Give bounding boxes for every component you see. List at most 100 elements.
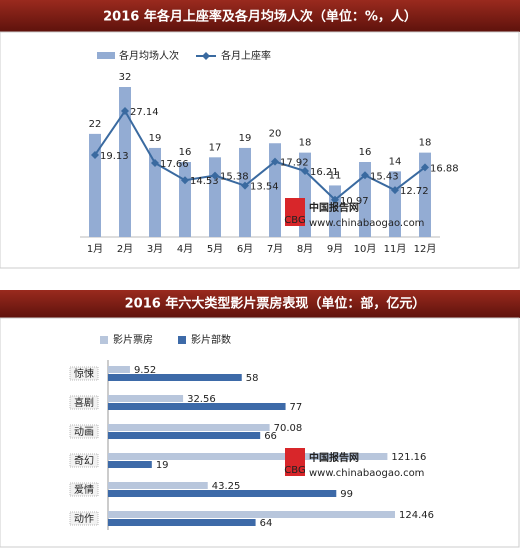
data-label: 66 (264, 431, 277, 442)
logo-box (285, 198, 305, 226)
category-box (69, 511, 99, 526)
marker (91, 150, 99, 159)
bar (89, 133, 101, 237)
category-box (69, 453, 99, 468)
bar (108, 424, 270, 431)
data-label: 16 (359, 147, 372, 158)
data-label: 17 (209, 142, 222, 153)
marker (421, 163, 429, 172)
data-label: 43.25 (212, 481, 241, 492)
data-label: 15.38 (220, 172, 249, 183)
bar (108, 511, 395, 518)
watermark-url: www.chinabaogao.com (309, 218, 424, 229)
data-label: 19.13 (100, 151, 129, 162)
data-label: 19 (156, 460, 169, 471)
logo-text: CBG (284, 465, 305, 476)
bar (239, 147, 251, 237)
data-label: 32.56 (187, 394, 216, 405)
banner (0, 290, 520, 318)
marker (241, 181, 249, 190)
frame (0, 31, 520, 269)
logo-text: CBG (284, 215, 305, 226)
data-label: 13.54 (250, 182, 279, 193)
data-label: 64 (260, 518, 273, 529)
x-tick-label: 1月 (87, 243, 103, 255)
bar (108, 366, 130, 373)
legend-label: 各月均场人次 (119, 49, 179, 62)
bar (179, 162, 191, 237)
data-label: 19 (239, 133, 252, 144)
bar (108, 374, 242, 381)
data-label: 20 (269, 128, 282, 139)
data-label: 121.16 (391, 452, 426, 463)
data-label: 12.72 (400, 186, 429, 197)
bar (108, 482, 208, 489)
data-label: 14 (389, 156, 402, 167)
marker (391, 186, 399, 195)
x-tick-label: 6月 (237, 243, 253, 255)
data-label: 11 (329, 170, 342, 181)
x-tick-label: 7月 (267, 243, 283, 255)
watermark-url: www.chinabaogao.com (309, 468, 424, 479)
data-label: 70.08 (274, 423, 303, 434)
category-box (69, 424, 99, 439)
chart-title: 2016 年六大类型影片票房表现（单位：部，亿元） (125, 296, 426, 312)
category-box (69, 395, 99, 410)
y-tick-label: 动作 (74, 513, 94, 525)
x-tick-label: 11月 (384, 243, 407, 255)
y-tick-label: 爱情 (74, 483, 94, 496)
marker (181, 176, 189, 185)
legend-swatch (100, 336, 108, 344)
x-tick-label: 12月 (414, 243, 437, 255)
y-tick-label: 惊悚 (74, 367, 94, 380)
legend-label: 影片票房 (113, 333, 153, 346)
data-label: 17.66 (160, 159, 189, 170)
marker (301, 167, 309, 176)
x-tick-label: 3月 (147, 243, 163, 255)
bar (269, 143, 281, 237)
legend-label: 影片部数 (191, 333, 231, 346)
y-tick-label: 动画 (74, 426, 94, 438)
data-label: 99 (340, 489, 353, 500)
data-label: 14.53 (190, 176, 219, 187)
bar (209, 157, 221, 237)
legend-swatch (178, 336, 186, 344)
bar (108, 403, 286, 410)
bar (119, 87, 131, 237)
category-box (69, 482, 99, 497)
bar (108, 453, 388, 460)
watermark-title: 中国报告网 (309, 451, 359, 464)
marker (151, 159, 159, 168)
marker (121, 107, 129, 115)
data-label: 10.97 (340, 196, 369, 207)
data-label: 16.88 (430, 163, 459, 174)
marker (271, 157, 279, 166)
data-label: 124.46 (399, 510, 434, 521)
banner (0, 0, 520, 32)
data-label: 17.92 (280, 158, 309, 169)
bar (419, 152, 431, 237)
category-box (69, 366, 99, 381)
data-label: 18 (299, 138, 312, 149)
data-label: 58 (246, 373, 259, 384)
x-tick-label: 5月 (207, 243, 223, 255)
data-label: 32 (119, 72, 132, 83)
bar (108, 519, 256, 526)
data-label: 9.52 (134, 365, 156, 376)
bar (108, 490, 337, 497)
legend-label: 各月上座率 (221, 49, 271, 62)
line (94, 109, 426, 202)
bar (108, 461, 152, 468)
logo-box (285, 448, 305, 476)
y-tick-label: 奇幻 (74, 454, 94, 467)
bar (149, 147, 161, 237)
y-tick-label: 喜剧 (74, 396, 94, 409)
bar (359, 162, 371, 237)
data-label: 16.21 (310, 167, 339, 178)
chart-title: 2016 年各月上座率及各月均场人次（单位：%，人） (103, 9, 417, 25)
x-tick-label: 10月 (354, 243, 377, 255)
legend-swatch (202, 52, 210, 60)
marker (361, 171, 369, 180)
x-tick-label: 9月 (327, 243, 343, 255)
data-label: 77 (290, 402, 303, 413)
